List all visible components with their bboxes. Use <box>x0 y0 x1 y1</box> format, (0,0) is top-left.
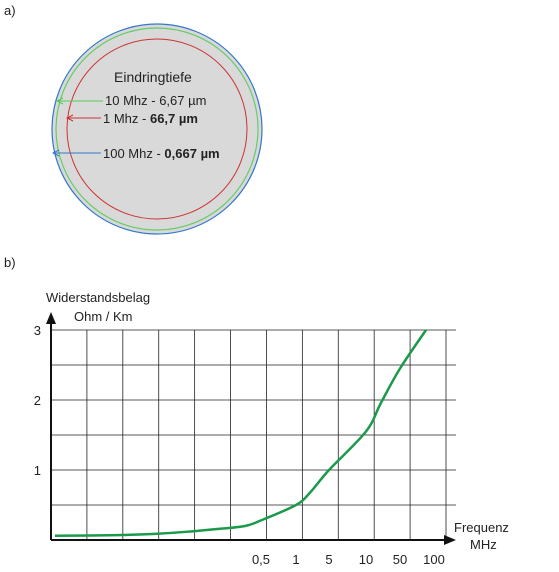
y-tick-label: 3 <box>34 323 41 338</box>
conductor-outer-edge <box>51 23 263 235</box>
y-tick-label: 2 <box>34 393 41 408</box>
x-tick-label: 1 <box>292 552 299 567</box>
x-tick-label: 0,5 <box>252 552 270 567</box>
x-tick-label: 10 <box>359 552 373 567</box>
arrow-1mhz-head <box>65 114 74 122</box>
panel-a-label: a) <box>4 3 16 18</box>
chart-tick-labels: 0,5 1 5 10 50 100 1 2 3 <box>34 323 445 567</box>
x-tick-label: 5 <box>325 552 332 567</box>
panel-b-label: b) <box>4 255 16 270</box>
entry-100mhz: 100 Mhz - 0,667 µm <box>103 146 220 161</box>
x-axis-arrowhead <box>444 535 456 545</box>
x-tick-label: 50 <box>393 552 407 567</box>
y-axis-label-line1: Widerstandsbelag <box>46 290 151 305</box>
cross-section-title: Eindringtiefe <box>114 69 192 85</box>
skin-depth-10mhz-circle <box>55 27 259 231</box>
x-axis-label-line2: MHz <box>470 537 497 552</box>
x-axis-label-line1: Frequenz <box>454 520 509 535</box>
arrow-10mhz-head <box>55 97 64 105</box>
y-axis-arrowhead <box>46 312 56 324</box>
chart-axes <box>46 312 456 545</box>
entry-1mhz: 1 Mhz - 66,7 µm <box>103 111 198 126</box>
y-axis-label-line2: Ohm / Km <box>74 309 133 324</box>
series-line <box>54 329 428 538</box>
skin-depth-1mhz-circle <box>66 38 248 220</box>
arrow-100mhz-head <box>51 149 60 157</box>
y-tick-label: 1 <box>34 463 41 478</box>
entry-10mhz: 10 Mhz - 6,67 µm <box>105 93 207 108</box>
x-tick-label: 100 <box>423 552 445 567</box>
chart-grid <box>51 329 456 540</box>
